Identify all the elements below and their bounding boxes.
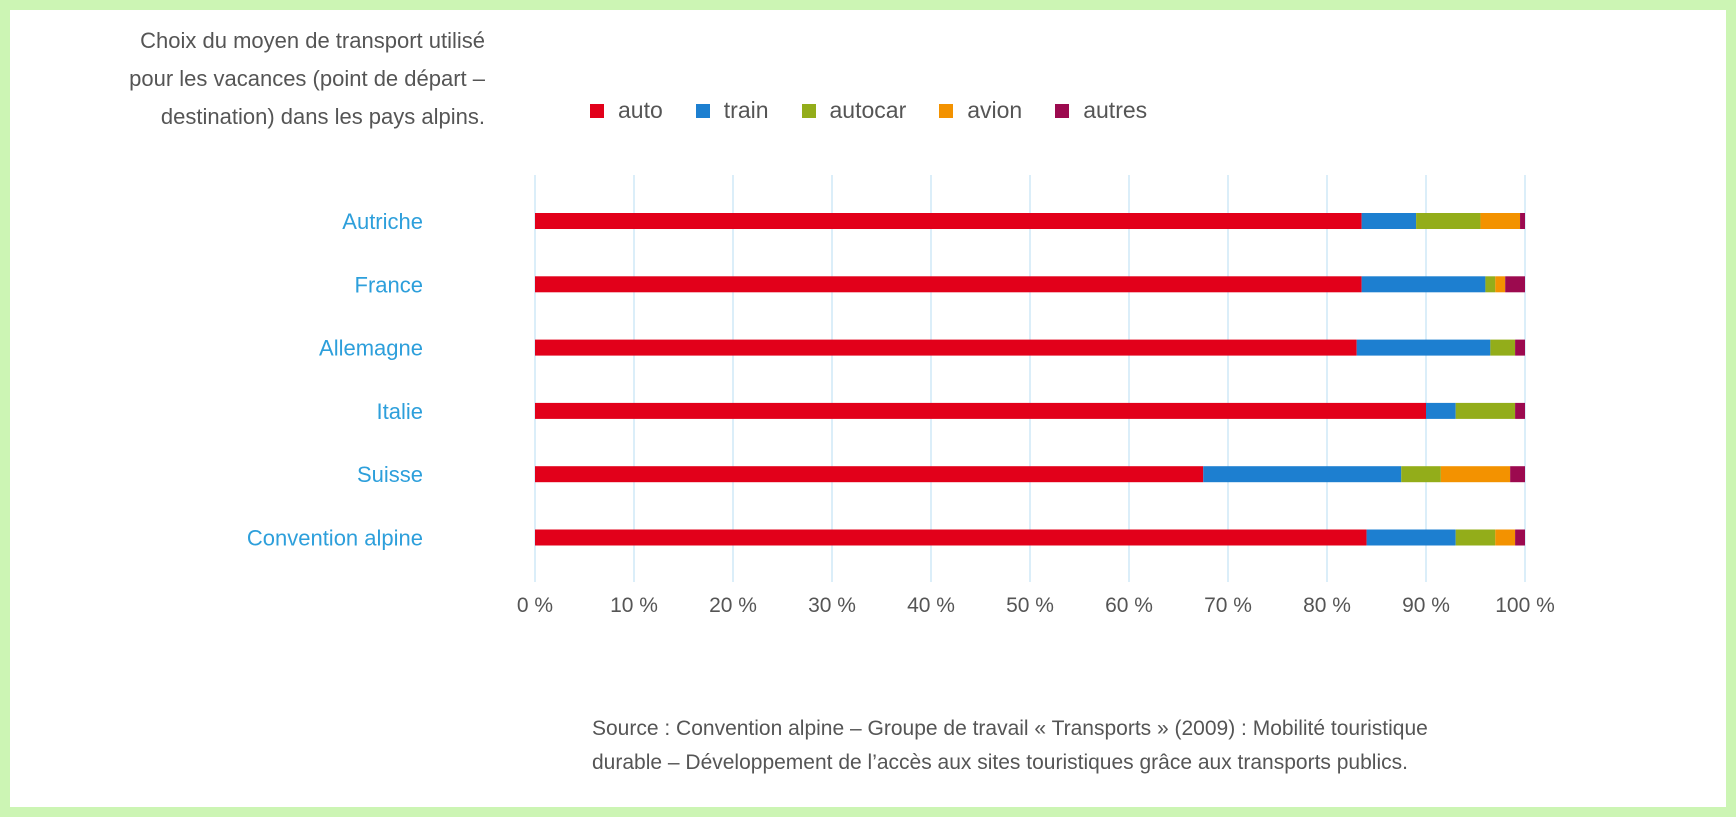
- source-note: Source : Convention alpine – Groupe de t…: [592, 717, 1428, 774]
- category-label: Suisse: [357, 462, 423, 487]
- x-tick-label: 0 %: [517, 594, 553, 617]
- x-tick-label: 20 %: [709, 594, 757, 617]
- category-label: Italie: [377, 399, 423, 424]
- x-tick-label: 100 %: [1495, 594, 1555, 617]
- category-label: Autriche: [342, 209, 423, 234]
- legend-swatch: [590, 103, 604, 118]
- bar-segment-autocar: [1485, 276, 1496, 293]
- x-tick-label: 10 %: [610, 594, 658, 617]
- bar-segment-train: [1426, 402, 1456, 419]
- bar-segment-train: [1361, 213, 1417, 229]
- bar-segment-train: [1203, 466, 1402, 483]
- chart-plot: 0 % 10 % 20 % 30 % 40 % 50 % 60 % 70 % 80 % 90 % 1…: [247, 175, 1555, 617]
- bar-segment-auto: [535, 402, 1426, 419]
- legend-item-autocar: autocar: [801, 97, 907, 124]
- bar-segment-autres: [1515, 529, 1525, 546]
- x-tick-label: 30 %: [808, 594, 856, 617]
- bar-segment-autres: [1515, 402, 1525, 419]
- bar-segment-train: [1361, 276, 1486, 293]
- legend-swatch: [801, 103, 816, 118]
- legend-label: autres: [1083, 97, 1148, 123]
- bar-segment-auto: [535, 529, 1367, 546]
- bar-segment-autres: [1515, 339, 1525, 356]
- bar-segment-avion: [1495, 529, 1516, 546]
- bar-segment-avion: [1440, 466, 1511, 483]
- bar-segment-autocar: [1455, 402, 1516, 419]
- bar-segment-avion: [1495, 276, 1506, 293]
- x-tick-label: 70 %: [1204, 594, 1252, 617]
- bar-segment-autocar: [1416, 213, 1481, 229]
- bar-segment-avion: [1480, 213, 1521, 229]
- bar-segment-autres: [1520, 213, 1525, 229]
- legend-label: train: [723, 97, 769, 123]
- legend-item-autres: autres: [1055, 97, 1147, 124]
- bar-segment-auto: [535, 276, 1362, 293]
- x-tick-label: 90 %: [1402, 594, 1450, 617]
- bar-segment-autres: [1505, 276, 1525, 293]
- bar-segment-autocar: [1401, 466, 1441, 483]
- legend-label: auto: [618, 97, 663, 123]
- x-tick-label: 50 %: [1006, 594, 1054, 617]
- legend-item-train: train: [695, 97, 769, 124]
- legend-swatch: [695, 103, 710, 118]
- bar-segment-auto: [535, 339, 1357, 356]
- legend-item-auto: auto: [590, 97, 663, 124]
- legend-swatch: [939, 103, 954, 118]
- bar-segment-autocar: [1490, 339, 1516, 356]
- category-label: Allemagne: [319, 336, 423, 361]
- legend-label: autocar: [829, 97, 907, 123]
- legend-item-avion: avion: [939, 97, 1022, 124]
- x-tick-label: 80 %: [1303, 594, 1351, 617]
- chart-title: Choix du moyen de transport utilisé pour…: [129, 28, 485, 129]
- legend-swatch: [1055, 103, 1070, 118]
- bar-segment-autocar: [1455, 529, 1496, 546]
- legend: auto train autocar avion autres: [590, 97, 1180, 124]
- bar-segment-autres: [1510, 466, 1525, 483]
- x-tick-label: 60 %: [1105, 594, 1153, 617]
- category-label: France: [355, 272, 423, 297]
- chart-frame: Choix du moyen de transport utilisé pour…: [10, 10, 1726, 807]
- x-tick-label: 40 %: [907, 594, 955, 617]
- category-label: Convention alpine: [247, 526, 423, 551]
- legend-label: avion: [967, 97, 1023, 123]
- bar-segment-auto: [535, 466, 1204, 483]
- bar-segment-train: [1356, 339, 1491, 356]
- bar-segment-auto: [535, 213, 1362, 229]
- bar-segment-train: [1366, 529, 1456, 546]
